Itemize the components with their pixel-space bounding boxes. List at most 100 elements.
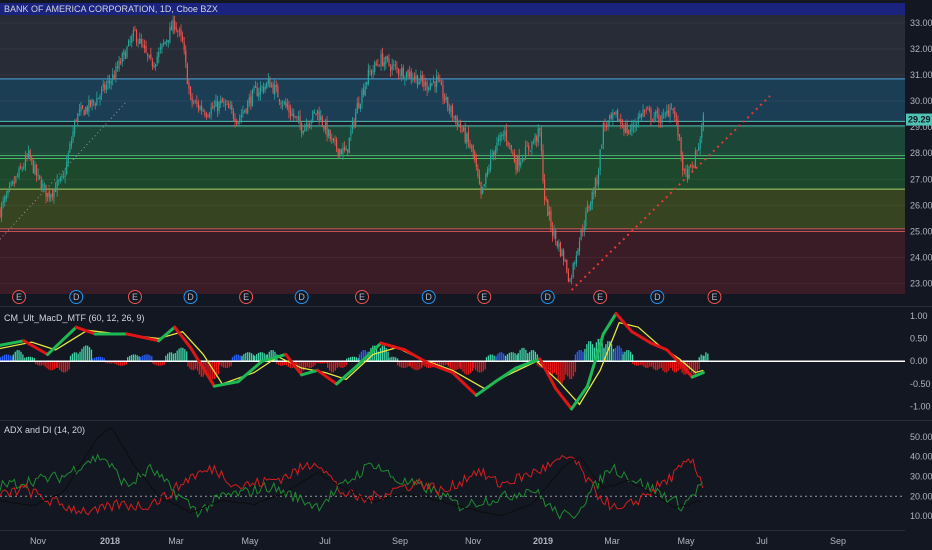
candle-body: [67, 153, 69, 164]
candle-body: [682, 156, 684, 171]
macd-histogram-bar: [391, 356, 393, 362]
dividend-marker[interactable]: [540, 290, 555, 304]
candle-body: [231, 105, 233, 110]
candle-body: [361, 90, 363, 104]
macd-histogram-bar: [557, 361, 559, 381]
macd-histogram-bar: [426, 361, 428, 368]
candle-body: [43, 184, 46, 186]
earnings-marker[interactable]: [355, 290, 369, 304]
candle-body: [377, 64, 379, 66]
macd-histogram-bar: [656, 361, 658, 371]
macd-histogram-bar: [114, 361, 116, 364]
candle-body: [309, 124, 311, 129]
candle-body: [7, 189, 9, 195]
macd-histogram-bar: [330, 361, 333, 373]
macd-histogram-bar: [687, 361, 689, 373]
macd-histogram-bar: [379, 347, 382, 362]
macd-histogram-bar: [132, 354, 135, 362]
candle-body: [567, 272, 570, 282]
price-zone: [0, 189, 905, 229]
macd-line-segment: [125, 332, 161, 343]
time-axis-tick-label: Nov: [465, 536, 482, 546]
adx-axis-tick-label: 50.00: [910, 432, 932, 442]
candle-body: [440, 81, 442, 86]
macd-histogram-bar: [351, 356, 354, 362]
candle-body: [312, 111, 314, 121]
macd-histogram-bar: [156, 361, 158, 366]
candle-body: [81, 105, 84, 109]
candle-body: [640, 113, 643, 118]
macd-histogram-bar: [136, 355, 138, 362]
earnings-marker[interactable]: [593, 290, 608, 304]
dividend-marker[interactable]: [69, 290, 84, 304]
macd-histogram-bar: [16, 350, 18, 362]
macd-histogram-bar: [641, 361, 643, 366]
candle-body: [78, 109, 80, 112]
macd-histogram-bar: [145, 354, 147, 362]
macd-histogram-bar: [270, 350, 272, 362]
macd-histogram-bar: [308, 361, 310, 368]
candle-body: [602, 123, 604, 145]
candle-body: [547, 199, 549, 217]
candle-body: [628, 131, 630, 134]
earnings-marker[interactable]: [239, 290, 254, 304]
event-marker-label: E: [132, 292, 138, 302]
candle-body: [358, 102, 360, 108]
macd-histogram-bar: [336, 361, 338, 366]
earnings-marker[interactable]: [477, 290, 492, 304]
macd-histogram-bar: [278, 361, 280, 366]
candle-body: [23, 166, 25, 169]
macd-line-segment: [300, 368, 320, 377]
dividend-marker[interactable]: [294, 290, 309, 304]
candle-body: [526, 145, 528, 147]
trendline[interactable]: [570, 95, 771, 291]
macd-histogram-bar: [143, 354, 145, 362]
macd-line-segment: [46, 325, 78, 356]
macd-histogram-bar: [285, 361, 288, 366]
macd-histogram-bar: [332, 361, 335, 373]
macd-histogram-bar: [90, 349, 93, 362]
candle-body: [139, 38, 141, 44]
macd-histogram-bar: [582, 351, 584, 362]
macd-histogram-bar: [328, 361, 331, 371]
candle-body: [510, 144, 512, 151]
candle-body: [396, 67, 398, 69]
candle-body: [282, 104, 284, 106]
candle-body: [702, 114, 704, 127]
candle-body: [391, 64, 393, 70]
dividend-marker[interactable]: [183, 290, 198, 304]
candle-body: [140, 38, 142, 44]
macd-histogram-bar: [466, 361, 468, 375]
event-marker-label: D: [425, 292, 432, 302]
macd-histogram-bar: [502, 353, 505, 362]
macd-histogram-bar: [123, 361, 126, 366]
dividend-marker[interactable]: [650, 290, 665, 304]
candle-body: [18, 168, 20, 178]
adx-axis-tick-label: 40.00: [910, 452, 932, 462]
candle-body: [428, 88, 430, 90]
macd-histogram-bar: [576, 351, 578, 362]
macd-histogram-bar: [650, 361, 653, 367]
candle-body: [496, 142, 498, 152]
macd-histogram-bar: [523, 347, 525, 362]
trendline[interactable]: [0, 100, 128, 240]
macd-histogram-bar: [154, 361, 156, 365]
candle-body: [404, 78, 406, 80]
macd-histogram-bar: [631, 354, 634, 362]
candle-body: [201, 105, 203, 111]
earnings-marker[interactable]: [12, 290, 27, 304]
macd-histogram-bar: [254, 355, 256, 362]
macd-histogram-bar: [451, 361, 453, 370]
candle-body: [367, 69, 369, 85]
dividend-marker[interactable]: [421, 290, 436, 304]
earnings-marker[interactable]: [707, 290, 722, 304]
macd-histogram-bar: [252, 354, 255, 362]
candle-body: [289, 110, 292, 116]
macd-histogram-bar: [3, 354, 6, 362]
candle-body: [234, 118, 236, 123]
earnings-marker[interactable]: [127, 290, 142, 304]
macd-histogram-bar: [22, 354, 24, 362]
event-marker-label: E: [16, 292, 22, 302]
